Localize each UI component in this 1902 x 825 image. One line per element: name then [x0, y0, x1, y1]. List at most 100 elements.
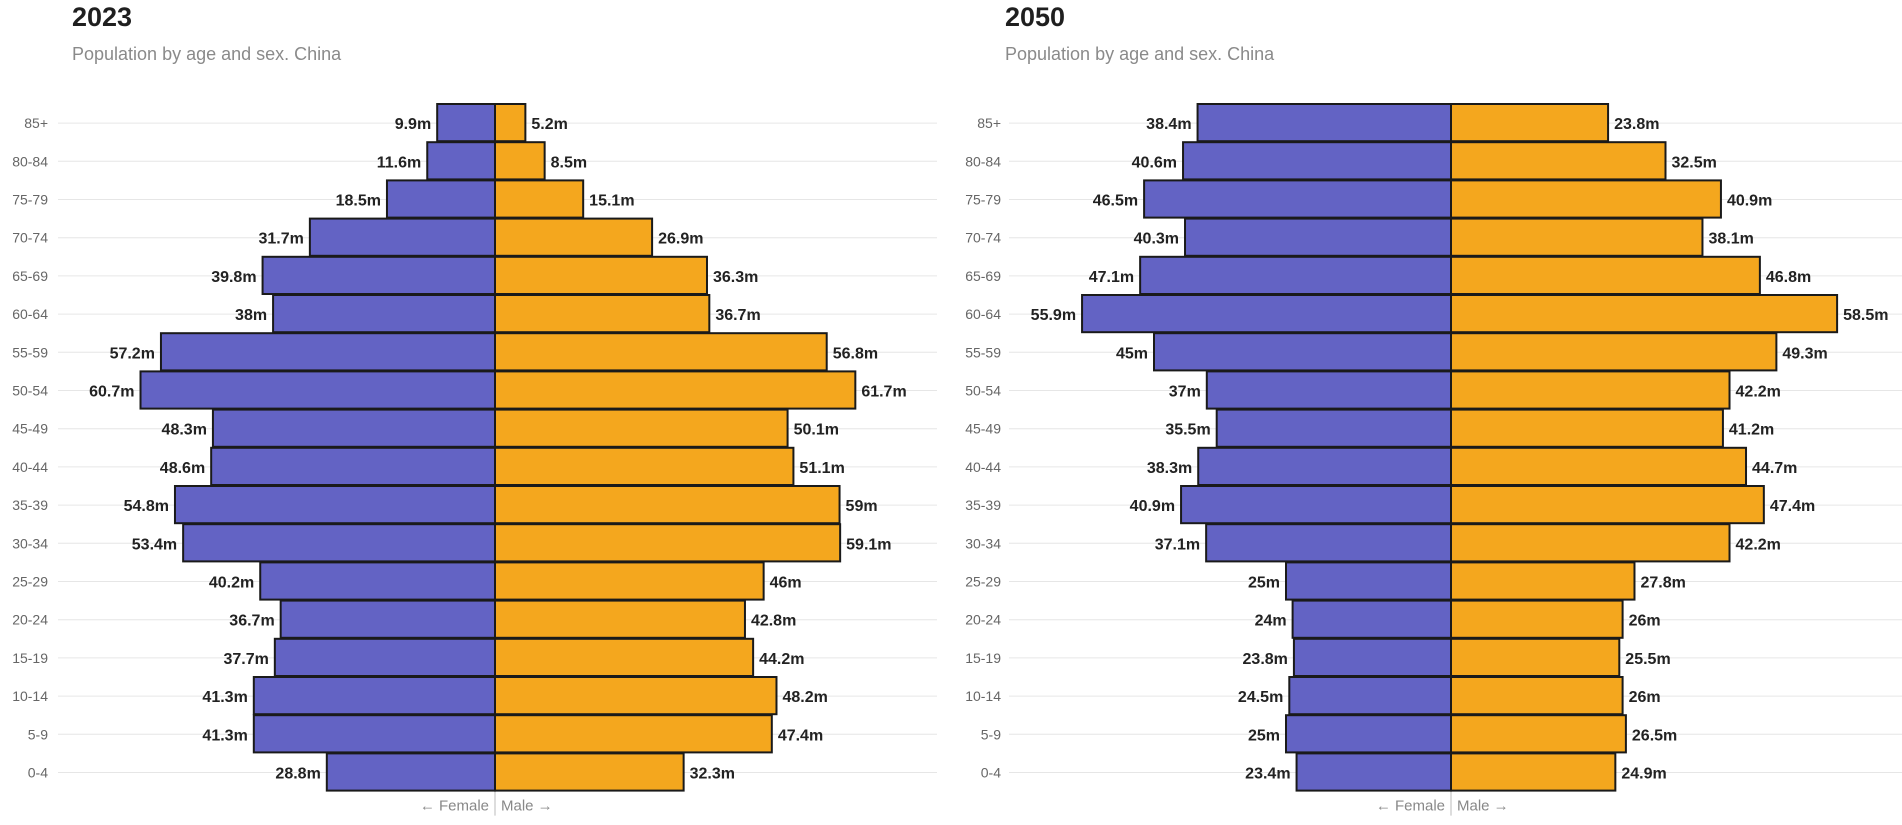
female-value-label: 39.8m: [211, 269, 256, 286]
male-value-label: 36.3m: [713, 269, 758, 286]
male-bar: [494, 332, 828, 372]
female-value-label: 47.1m: [1089, 269, 1134, 286]
female-bar: [1292, 637, 1453, 677]
axis-label-male: Male →: [501, 798, 553, 815]
male-value-label: 56.8m: [833, 345, 878, 362]
male-value-label: 49.3m: [1782, 345, 1827, 362]
female-bar: [385, 179, 496, 219]
male-bar: [1450, 103, 1610, 143]
female-value-label: 36.7m: [229, 613, 274, 630]
female-bar: [182, 523, 496, 563]
female-value-label: 38.4m: [1146, 116, 1191, 133]
female-bar: [173, 485, 497, 525]
female-bar: [211, 408, 496, 448]
age-tick-label: 40-44: [965, 459, 1001, 475]
female-bar: [1180, 485, 1452, 525]
female-value-label: 40.6m: [1132, 154, 1177, 171]
female-bar: [1291, 599, 1452, 639]
male-bar: [494, 217, 654, 257]
female-bar: [1295, 752, 1452, 792]
male-bar: [1450, 446, 1748, 486]
female-value-label: 37.1m: [1155, 536, 1200, 553]
male-bar: [1450, 599, 1624, 639]
female-bar: [426, 141, 497, 181]
male-value-label: 58.5m: [1843, 307, 1888, 324]
female-bar: [210, 446, 496, 486]
female-bar: [1285, 714, 1452, 754]
age-tick-label: 15-19: [12, 650, 48, 666]
female-bar: [1196, 103, 1452, 143]
female-value-label: 28.8m: [275, 766, 320, 783]
age-tick-label: 70-74: [965, 230, 1001, 246]
female-bar: [1184, 217, 1453, 257]
female-bar: [308, 217, 497, 257]
age-tick-label: 25-29: [12, 574, 48, 590]
age-tick-label: 55-59: [965, 344, 1001, 360]
male-value-label: 27.8m: [1640, 575, 1685, 592]
age-tick-label: 85+: [977, 115, 1001, 131]
female-value-label: 53.4m: [132, 536, 177, 553]
male-bar: [1450, 294, 1839, 334]
male-value-label: 15.1m: [589, 193, 634, 210]
male-value-label: 44.2m: [759, 651, 804, 668]
age-tick-label: 75-79: [12, 192, 48, 208]
age-tick-label: 20-24: [12, 612, 48, 628]
male-value-label: 42.2m: [1736, 384, 1781, 401]
age-tick-label: 0-4: [28, 765, 48, 781]
female-value-label: 54.8m: [124, 498, 169, 515]
axis-label-male: Male →: [1457, 798, 1509, 815]
female-bar: [1197, 446, 1452, 486]
age-tick-label: 70-74: [12, 230, 48, 246]
male-value-label: 46m: [770, 575, 802, 592]
female-value-label: 46.5m: [1093, 193, 1138, 210]
male-bar: [1450, 370, 1731, 410]
population-pyramid-2023: 85+ 9.9m 5.2m 80-84 11.6m 8.5m 75-79 18.5m 15.1m…: [12, 103, 937, 816]
female-bar: [1205, 523, 1452, 563]
female-bar: [261, 255, 496, 295]
female-bar: [273, 637, 496, 677]
male-bar: [494, 599, 746, 639]
female-bar: [139, 370, 496, 410]
age-tick-label: 35-39: [965, 497, 1001, 513]
female-value-label: 60.7m: [89, 384, 134, 401]
male-value-label: 8.5m: [551, 154, 587, 171]
female-bar: [259, 561, 496, 601]
axis-label-female: ← Female: [1376, 798, 1445, 815]
labels: 85+ 9.9m 5.2m 80-84 11.6m 8.5m 75-79 18.5m 15.1m…: [12, 115, 907, 815]
age-tick-label: 65-69: [965, 268, 1001, 284]
male-bar: [1450, 485, 1765, 525]
male-bar: [494, 714, 773, 754]
age-tick-label: 65-69: [12, 268, 48, 284]
male-value-label: 41.2m: [1729, 422, 1774, 439]
male-bar: [1450, 523, 1731, 563]
chart-title: 2023: [72, 2, 133, 32]
axis-label-female: ← Female: [420, 798, 489, 815]
female-value-label: 24.5m: [1238, 689, 1283, 706]
male-value-label: 32.5m: [1672, 154, 1717, 171]
age-tick-label: 45-49: [12, 421, 48, 437]
age-tick-label: 5-9: [28, 726, 48, 742]
male-value-label: 47.4m: [778, 727, 823, 744]
age-tick-label: 5-9: [981, 726, 1001, 742]
male-value-label: 26.5m: [1632, 727, 1677, 744]
age-tick-label: 25-29: [965, 574, 1001, 590]
female-bar: [1205, 370, 1452, 410]
age-tick-label: 80-84: [12, 153, 48, 169]
male-value-label: 32.3m: [690, 766, 735, 783]
female-value-label: 37m: [1169, 384, 1201, 401]
male-bar: [494, 485, 841, 525]
chart-subtitle: Population by age and sex. China: [1005, 44, 1275, 64]
male-value-label: 47.4m: [1770, 498, 1815, 515]
chart-panel-2023: 2023 Population by age and sex. China 85…: [12, 2, 937, 816]
age-tick-label: 20-24: [965, 612, 1001, 628]
male-bar: [494, 103, 527, 143]
male-bar: [494, 523, 842, 563]
male-value-label: 61.7m: [861, 384, 906, 401]
male-value-label: 42.8m: [751, 613, 796, 630]
age-tick-label: 40-44: [12, 459, 48, 475]
female-value-label: 40.2m: [209, 575, 254, 592]
age-tick-label: 60-64: [965, 306, 1001, 322]
male-bar: [1450, 561, 1636, 601]
female-bar: [1081, 294, 1452, 334]
age-tick-label: 50-54: [965, 383, 1001, 399]
